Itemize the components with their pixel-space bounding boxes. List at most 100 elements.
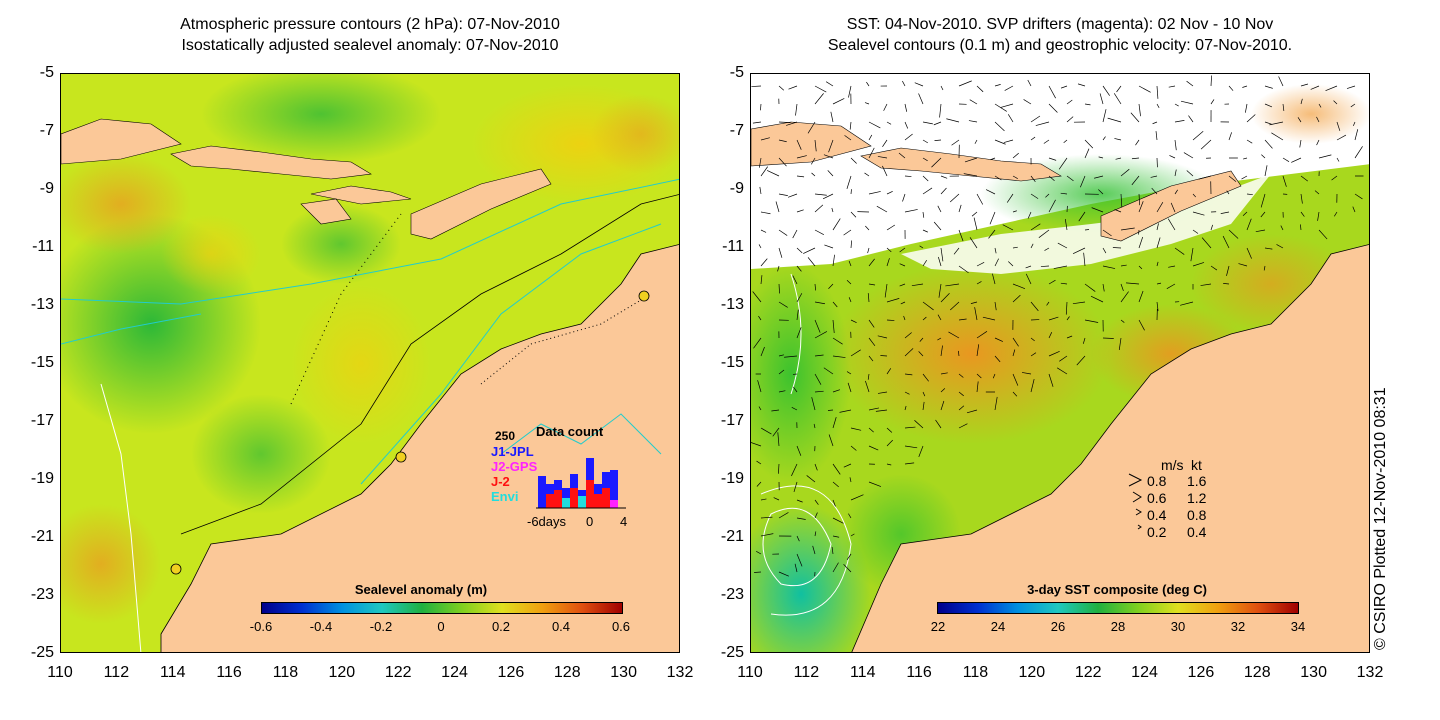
longitude-tick-label: 126 [497, 664, 525, 681]
velocity-arrow [919, 245, 924, 249]
velocity-arrow [958, 318, 967, 321]
velocity-arrow [777, 265, 780, 272]
velocity-legend-ms: 0.6 [1147, 490, 1167, 506]
velocity-arrow [759, 186, 762, 195]
velocity-arrow [1255, 229, 1266, 233]
velocity-arrow [814, 499, 819, 505]
latitude-tick-label: -25 [720, 644, 744, 661]
velocity-arrow [1060, 282, 1068, 285]
velocity-arrow [1318, 154, 1332, 159]
velocity-arrow [994, 121, 1005, 132]
velocity-arrow [964, 157, 978, 163]
right-colorbar-tick: 24 [990, 619, 1006, 634]
longitude-tick-label: 126 [1187, 664, 1215, 681]
velocity-arrow [796, 209, 804, 213]
velocity-arrow [796, 265, 802, 272]
velocity-arrow [883, 103, 888, 111]
velocity-arrow [1156, 201, 1164, 213]
velocity-arrow [994, 258, 999, 267]
copyright-text: © CSIRO Plotted 12-Nov-2010 08:31 [1372, 387, 1389, 650]
velocity-arrow [1210, 75, 1212, 87]
velocity-arrow [900, 301, 906, 305]
velocity-arrow [1316, 116, 1320, 123]
velocity-arrow [778, 85, 785, 91]
left-title-line2: Isostatically adjusted sealevel anomaly:… [181, 37, 559, 54]
velocity-arrow [949, 301, 960, 311]
velocity-arrow [958, 265, 969, 274]
velocity-arrow [807, 257, 816, 267]
velocity-arrow [792, 275, 798, 285]
velocity-arrow [1245, 103, 1248, 113]
velocity-arrow [846, 371, 852, 375]
velocity-arrow [1023, 99, 1032, 105]
velocity-arrow [830, 111, 834, 123]
velocity-arrow [843, 564, 852, 573]
data-count-series-envi: Envi [491, 489, 519, 504]
latitude-tick-label: -11 [32, 238, 54, 255]
velocity-arrow [1138, 290, 1144, 303]
velocity-arrow [994, 355, 1001, 363]
velocity-arrow [1064, 219, 1068, 231]
velocity-arrow [940, 175, 948, 179]
velocity-arrow [994, 301, 997, 311]
velocity-arrow [940, 372, 948, 375]
velocity-arrow [1048, 103, 1058, 113]
velocity-arrow [1053, 265, 1068, 269]
velocity-arrow [1317, 211, 1320, 221]
velocity-arrow [940, 400, 945, 411]
latitude-tick-label: -17 [720, 412, 744, 429]
velocity-arrow [1310, 85, 1320, 90]
velocity-arrow [918, 93, 924, 105]
velocity-arrow [828, 139, 834, 153]
velocity-arrow [1260, 211, 1266, 218]
latitude-tick-label: -23 [720, 586, 744, 603]
velocity-arrow [1004, 85, 1014, 91]
velocity-arrow [899, 263, 906, 267]
velocity-arrow [886, 298, 900, 303]
velocity-arrow [1114, 209, 1122, 213]
data-count-max-label: 250 [495, 429, 516, 443]
velocity-legend-ms: 0.8 [1147, 473, 1167, 489]
velocity-arrow [796, 445, 802, 456]
latitude-tick-label: -13 [720, 296, 744, 313]
data-count-series-j1-jpl: J1-JPL [491, 444, 534, 459]
right-colorbar-tick: 28 [1110, 619, 1126, 634]
longitude-tick-label: 116 [216, 664, 242, 681]
velocity-arrow [832, 337, 843, 345]
velocity-arrow [1174, 120, 1185, 123]
latitude-tick-label: -19 [30, 470, 54, 487]
velocity-arrow [1059, 355, 1068, 362]
velocity-arrow [814, 331, 828, 339]
velocity-arrow [760, 498, 767, 501]
velocity-arrow [1201, 237, 1212, 249]
velocity-arrow [994, 247, 997, 254]
velocity-arrow [922, 229, 928, 233]
velocity-arrow [940, 85, 944, 91]
velocity-arrow [958, 423, 968, 429]
left-colorbar-tick: -0.2 [369, 619, 393, 634]
velocity-arrow [832, 98, 845, 105]
velocity-arrow [1156, 103, 1160, 108]
velocity-arrow [760, 275, 763, 285]
velocity-arrow [877, 156, 888, 159]
velocity-arrow [976, 281, 982, 285]
velocity-arrow [1012, 175, 1018, 179]
velocity-arrow [922, 157, 928, 162]
velocity-arrow [1226, 190, 1230, 195]
velocity-arrow [1150, 175, 1158, 178]
velocity-arrow [982, 316, 996, 321]
velocity-arrow [1063, 139, 1068, 144]
velocity-arrow [778, 354, 784, 357]
velocity-arrow [796, 155, 807, 159]
velocity-arrow [1066, 116, 1074, 123]
velocity-arrow [813, 423, 816, 429]
velocity-arrow [948, 331, 960, 339]
velocity-arrow [877, 335, 888, 339]
velocity-arrow [1048, 199, 1056, 213]
velocity-arrow [1012, 152, 1019, 159]
velocity-arrow [1030, 193, 1039, 199]
velocity-arrow [1120, 264, 1127, 267]
left-colorbar [261, 602, 623, 614]
velocity-arrow [1166, 283, 1176, 290]
latitude-tick-label: -15 [30, 354, 54, 371]
